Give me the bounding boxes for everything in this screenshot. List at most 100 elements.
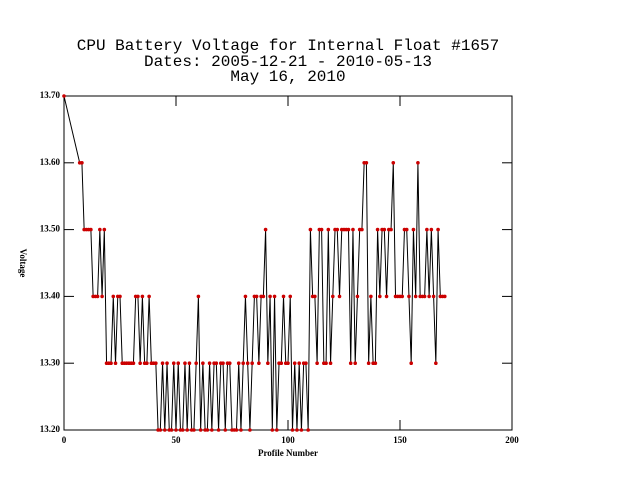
data-point (194, 361, 198, 366)
voltage-line (63, 95, 445, 431)
data-point (113, 361, 118, 366)
data-point (369, 294, 373, 299)
data-point (270, 428, 275, 432)
data-point (355, 294, 360, 299)
data-point (136, 294, 140, 299)
data-point (319, 227, 324, 232)
data-point (328, 361, 333, 366)
data-point (326, 227, 331, 232)
data-point (384, 294, 389, 299)
data-point (324, 361, 328, 366)
data-point (299, 428, 304, 432)
data-point (254, 294, 259, 299)
data-point (102, 227, 107, 232)
data-point (290, 428, 295, 432)
y-tick-label: 13.30 (40, 357, 61, 367)
data-point (239, 428, 243, 432)
data-point (80, 161, 84, 165)
data-point (95, 294, 100, 299)
data-point (174, 428, 178, 432)
data-point (337, 294, 342, 299)
data-point (315, 361, 319, 366)
data-point (382, 227, 387, 232)
data-point (434, 361, 438, 366)
data-point (62, 94, 66, 98)
data-point (145, 361, 149, 366)
data-point (158, 428, 163, 432)
data-point (404, 227, 409, 232)
data-point (131, 361, 136, 366)
data-point (243, 294, 248, 299)
data-point (389, 227, 393, 232)
x-tick-label: 200 (505, 435, 519, 445)
data-point (306, 428, 310, 432)
data-point (245, 361, 250, 366)
data-point (431, 294, 436, 299)
data-point (443, 294, 447, 299)
data-point (429, 227, 434, 232)
data-point (248, 428, 252, 432)
chart-title: CPU Battery Voltage for Internal Float #… (77, 37, 499, 55)
data-point (100, 294, 104, 299)
data-point (185, 428, 189, 432)
data-point (268, 294, 272, 299)
data-point (292, 361, 297, 366)
data-point (272, 294, 277, 299)
data-point (236, 361, 241, 366)
y-tick-label: 13.20 (40, 424, 61, 434)
data-point (304, 361, 308, 366)
data-point (375, 227, 380, 232)
data-point (183, 361, 187, 366)
data-point (416, 161, 420, 165)
y-tick-label: 13.60 (40, 157, 61, 167)
data-point (163, 428, 167, 432)
plot-frame (63, 95, 513, 431)
data-point (413, 294, 418, 299)
y-tick-label: 13.50 (40, 224, 61, 234)
data-point (297, 361, 302, 366)
data-point (169, 428, 174, 432)
data-point (176, 361, 181, 366)
x-tick-label: 0 (62, 435, 67, 445)
data-point (308, 227, 313, 232)
data-point (171, 361, 176, 366)
data-point (138, 361, 142, 366)
data-point (286, 361, 290, 366)
data-point (351, 227, 355, 232)
data-point (111, 294, 116, 299)
data-point (425, 227, 429, 232)
data-point (118, 294, 122, 299)
y-tick-label: 13.70 (40, 90, 61, 100)
data-point (263, 227, 268, 232)
y-tick-label: 13.40 (40, 290, 61, 300)
data-point (348, 361, 353, 366)
data-point (147, 294, 151, 299)
data-point (250, 361, 254, 366)
data-point (109, 361, 113, 366)
data-point (187, 361, 192, 366)
data-point (288, 294, 293, 299)
data-point (210, 428, 214, 432)
data-point (364, 161, 369, 165)
data-point (207, 361, 212, 366)
data-point (295, 428, 299, 432)
data-point (335, 227, 340, 232)
data-point (346, 227, 351, 232)
data-point (427, 294, 431, 299)
data-point (241, 361, 245, 366)
data-point (407, 294, 411, 299)
data-point (160, 361, 165, 366)
chart-date: May 16, 2010 (230, 68, 345, 86)
data-point (227, 361, 232, 366)
data-point (373, 361, 378, 366)
data-point (360, 227, 364, 232)
data-point (411, 227, 416, 232)
data-point (409, 361, 414, 366)
data-point (140, 294, 145, 299)
data-point (436, 227, 440, 232)
data-point (378, 294, 382, 299)
data-point (279, 361, 284, 366)
data-point (165, 361, 169, 366)
data-point (313, 294, 317, 299)
